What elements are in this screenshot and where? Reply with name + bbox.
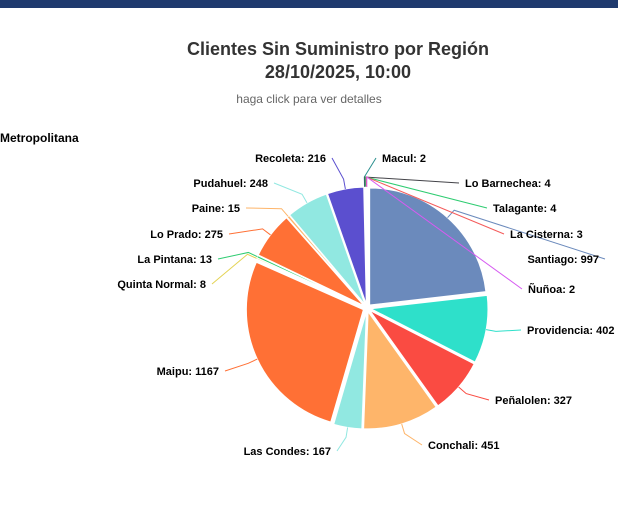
data-label: Talagante: 4 (493, 203, 557, 215)
connector-line (485, 329, 522, 332)
data-label: Maipu: 1167 (157, 366, 219, 378)
data-label: Peñalolen: 327 (495, 395, 572, 407)
data-label: Quinta Normal: 8 (117, 279, 206, 291)
data-label: Lo Barnechea: 4 (465, 178, 551, 190)
connector-line (228, 228, 271, 236)
data-label: La Cisterna: 3 (510, 229, 583, 241)
data-label: Pudahuel: 248 (193, 178, 268, 190)
connector-line (217, 251, 258, 260)
connector-line (245, 207, 289, 217)
pie-slice-recoleta[interactable] (326, 186, 367, 305)
connector-line (273, 182, 308, 204)
pie-slice-pudahuel[interactable] (288, 193, 366, 305)
connector-line (224, 358, 258, 372)
top-bar (0, 0, 618, 8)
data-label: Ñuñoa: 2 (528, 283, 575, 296)
region-label: Metropolitana (0, 131, 79, 145)
chart-title: Clientes Sin Suministro por Región 28/10… (58, 38, 618, 84)
pie-slice-peñalolen[interactable] (369, 310, 475, 407)
chart-subtitle[interactable]: haga click para ver detalles (236, 92, 382, 106)
pie-slice-conchali[interactable] (363, 310, 437, 430)
connector-line (363, 157, 377, 188)
data-label: Macul: 2 (382, 153, 426, 165)
connector-line (458, 386, 490, 401)
connector-line (365, 176, 488, 209)
chart-title-line2: 28/10/2025, 10:00 (264, 62, 412, 82)
data-label: Las Condes: 167 (244, 446, 331, 458)
pie-slice-maipu[interactable] (245, 261, 364, 423)
connector-line (364, 176, 460, 188)
data-label: Conchali: 451 (428, 440, 500, 452)
data-label: Santiago: 997 (527, 254, 599, 266)
pie-slice-providencia[interactable] (369, 294, 489, 363)
data-label: Lo Prado: 275 (150, 229, 223, 241)
connector-line (366, 176, 523, 290)
chart-title-line1: Clientes Sin Suministro por Región (186, 39, 490, 59)
connector-line (447, 209, 606, 260)
connector-line (211, 253, 257, 285)
pie-slice-santiago[interactable] (369, 187, 487, 306)
data-label: Paine: 15 (192, 203, 240, 215)
data-label: Providencia: 402 (527, 325, 614, 337)
data-label: La Pintana: 13 (137, 254, 212, 266)
pie-slice-lo-prado[interactable] (257, 217, 365, 307)
connector-line (401, 423, 423, 446)
connector-line (331, 157, 346, 190)
connector-line (336, 427, 349, 452)
data-label: Recoleta: 216 (255, 153, 326, 165)
